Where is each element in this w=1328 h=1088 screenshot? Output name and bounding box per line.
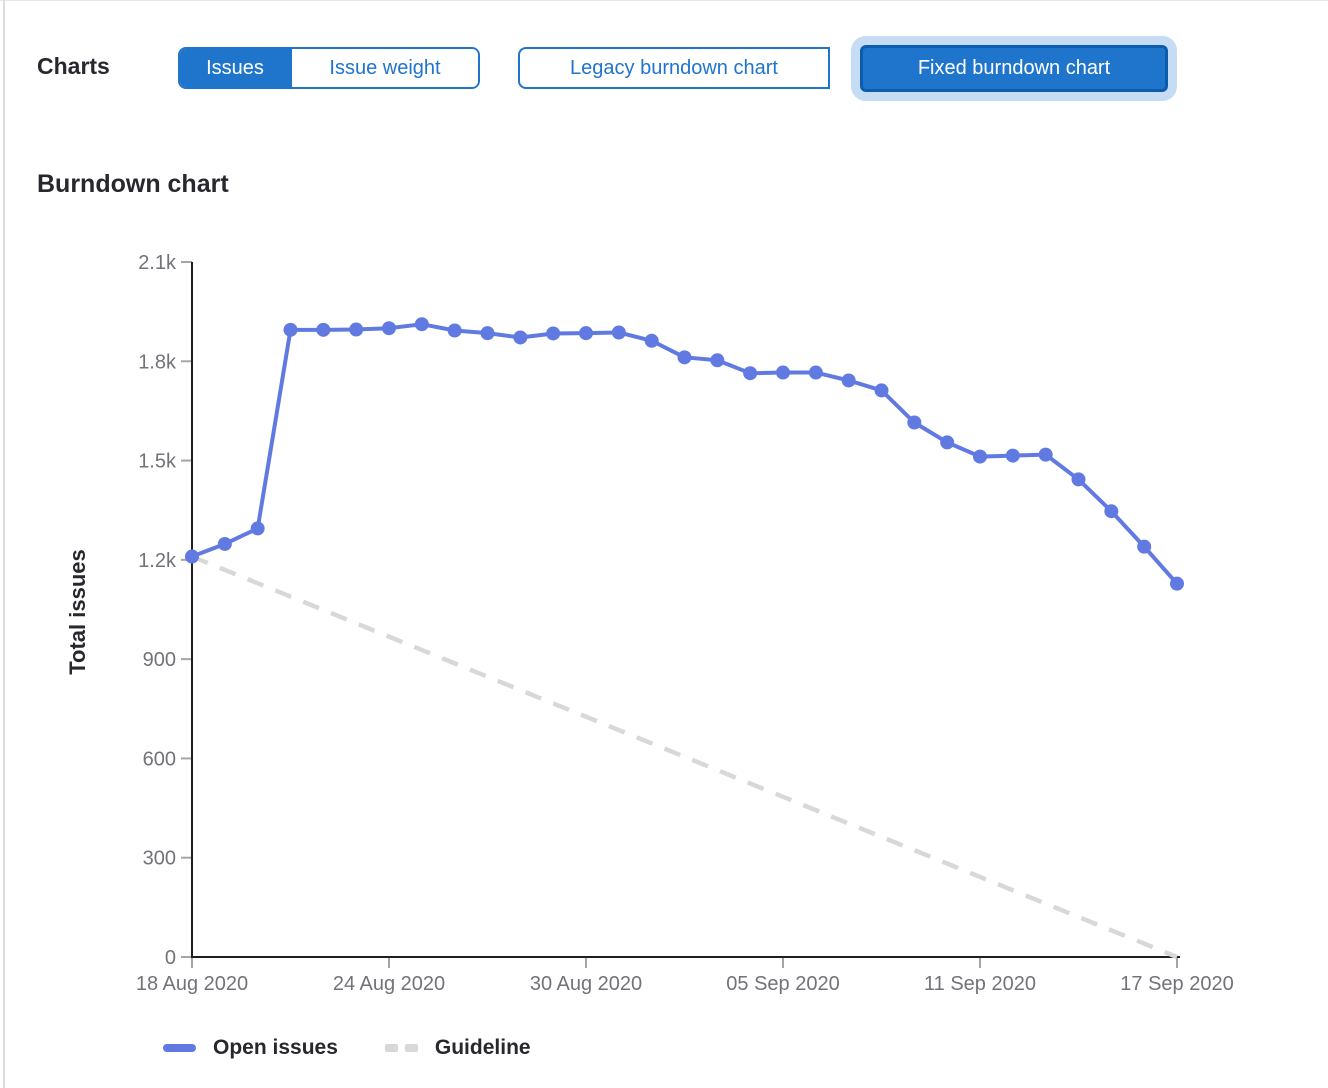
burndown-chart: 0 300 600 900 1.2k 1.5k 1.8k 2.1k 18 Aug 2020 24 … [65,252,1234,995]
svg-text:300: 300 [143,848,176,870]
issues-toggle-button[interactable]: Issues [180,49,290,87]
svg-text:05 Sep 2020: 05 Sep 2020 [726,973,839,995]
svg-text:1.8k: 1.8k [138,351,177,373]
chart-legend: Open issues Guideline [163,1036,531,1060]
legend-item-open-issues: Open issues [163,1036,338,1060]
svg-text:18 Aug 2020: 18 Aug 2020 [136,973,248,995]
svg-text:1.5k: 1.5k [138,451,177,473]
top-divider [0,0,1328,1]
open-issues-line-swatch [163,1044,196,1052]
svg-text:900: 900 [143,649,176,671]
legend-label-open-issues: Open issues [213,1036,338,1059]
issue-weight-toggle-button[interactable]: Issue weight [290,49,478,87]
legend-item-guideline: Guideline [384,1036,531,1060]
metric-toggle-group: Issues Issue weight [178,47,480,89]
fixed-burndown-chart-button[interactable]: Fixed burndown chart [860,45,1168,92]
guideline-dash-swatch [384,1044,418,1052]
svg-text:24 Aug 2020: 24 Aug 2020 [333,973,445,995]
legend-label-guideline: Guideline [434,1036,531,1059]
left-divider [3,0,5,1088]
svg-text:0: 0 [165,947,176,969]
svg-text:30 Aug 2020: 30 Aug 2020 [530,973,642,995]
svg-text:17 Sep 2020: 17 Sep 2020 [1120,973,1233,995]
legacy-burndown-chart-button[interactable]: Legacy burndown chart [518,47,830,89]
svg-text:2.1k: 2.1k [138,252,177,274]
svg-text:600: 600 [143,748,176,770]
svg-text:Total issues: Total issues [65,549,90,675]
svg-text:1.2k: 1.2k [138,550,177,572]
page-title: Burndown chart [37,170,229,198]
charts-heading: Charts [37,53,110,79]
svg-text:11 Sep 2020: 11 Sep 2020 [924,973,1036,995]
